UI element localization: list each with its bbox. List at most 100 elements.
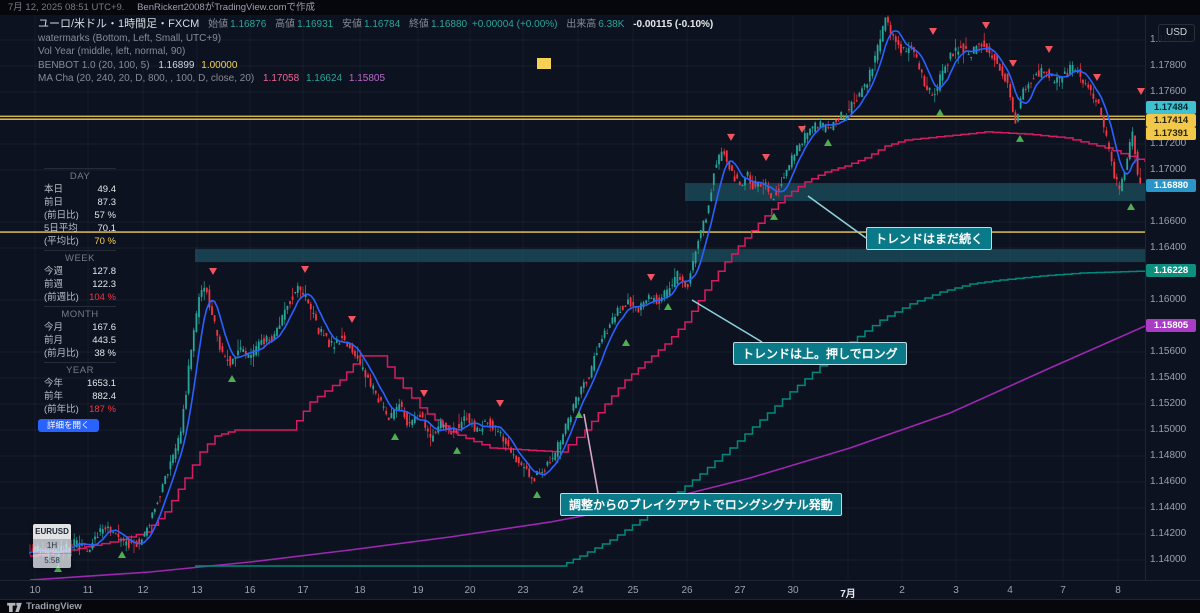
- time-axis-label: 2: [899, 585, 905, 596]
- sell-marker-icon: [348, 316, 356, 324]
- price-level-chip: 1.17414: [1146, 113, 1196, 127]
- price-axis-label: 1.16400: [1150, 242, 1187, 254]
- buy-marker-icon: [936, 108, 944, 116]
- annotation-callout[interactable]: 調整からのブレイクアウトでロングシグナル発動: [560, 493, 842, 516]
- sell-marker-icon: [1009, 59, 1017, 67]
- time-axis-label: 16: [244, 585, 256, 596]
- time-axis-label: 10: [29, 585, 41, 596]
- price-axis-label: 1.14800: [1150, 450, 1187, 462]
- stat-row: 前日 87.3: [44, 197, 116, 208]
- sell-marker-icon: [798, 126, 806, 133]
- currency-usd-button[interactable]: USD: [1158, 24, 1196, 42]
- stat-row: (前日比) 57 %: [44, 210, 116, 221]
- watermark-timeframe: 1H: [33, 539, 71, 553]
- stats-detail-button[interactable]: 詳細を開く: [38, 419, 99, 432]
- price-level-chip: 1.17391: [1146, 126, 1196, 140]
- time-axis-label: 25: [627, 585, 639, 596]
- stat-row: 5日平均 70.1: [44, 223, 116, 234]
- stat-row: (平均比) 70 %: [44, 236, 116, 247]
- low-value: 1.16784: [364, 19, 401, 30]
- price-axis-label: 1.15400: [1150, 372, 1187, 384]
- price-axis-border: [1145, 15, 1146, 580]
- stat-row: (前年比) 187 %: [44, 404, 116, 415]
- symbol-watermark: EURUSD 1H 5:58: [33, 524, 71, 568]
- volume-value: 6.38K: [598, 19, 625, 30]
- open-label: 始値: [208, 19, 229, 30]
- time-axis-label: 7: [1060, 585, 1066, 596]
- buy-marker-icon: [575, 411, 583, 419]
- sell-marker-icon: [1045, 46, 1053, 54]
- vol-year-indicator-row[interactable]: Vol Year (middle, left, normal, 90): [38, 46, 186, 57]
- time-axis-label: 26: [681, 585, 693, 596]
- benbot-value-1: 1.16899: [158, 59, 195, 71]
- price-level-chip: 1.17484: [1146, 100, 1196, 114]
- buy-marker-icon: [453, 446, 461, 454]
- stat-section-header: DAY: [44, 168, 116, 183]
- stat-section-header: MONTH: [44, 306, 116, 321]
- price-axis-label: 1.14400: [1150, 502, 1187, 514]
- stat-row: (前週比) 104 %: [44, 292, 116, 303]
- buy-marker-icon: [622, 339, 630, 347]
- price-axis-label: 1.17600: [1150, 86, 1187, 98]
- sell-marker-icon: [727, 133, 735, 141]
- price-axis-label: 1.15000: [1150, 424, 1187, 436]
- time-axis-label: 13: [191, 585, 203, 596]
- time-axis-label: 11: [82, 585, 94, 596]
- annotation-callout[interactable]: トレンドは上。押しでロング: [733, 342, 907, 365]
- open-value: 1.16876: [230, 19, 267, 30]
- time-axis-label: 20: [464, 585, 476, 596]
- time-axis-border: [0, 580, 1200, 581]
- ma-cha-value-3: 1.15805: [348, 73, 386, 84]
- sell-marker-icon: [420, 390, 428, 398]
- price-axis-label: 1.15600: [1150, 346, 1187, 358]
- snapshot-datetime: 7月 12, 2025 08:51 UTC+9.: [8, 2, 125, 13]
- price-axis-label: 1.16000: [1150, 294, 1187, 306]
- price-axis-label: 1.14600: [1150, 476, 1187, 488]
- sell-marker-icon: [209, 267, 217, 275]
- stat-row: 前週 122.3: [44, 279, 116, 290]
- buy-marker-icon: [1127, 203, 1135, 211]
- buy-marker-icon: [228, 375, 236, 383]
- buy-marker-icon: [1016, 134, 1024, 142]
- ma-cha-value-2: 1.16624: [305, 73, 343, 84]
- stat-section-header: WEEK: [44, 250, 116, 265]
- stat-row: 前年 882.4: [44, 391, 116, 402]
- close-label: 終値: [408, 19, 429, 30]
- watermarks-indicator-row[interactable]: watermarks (Bottom, Left, Small, UTC+9): [38, 32, 222, 44]
- price-level-chip: 1.16880: [1146, 179, 1196, 193]
- time-axis-label: 3: [953, 585, 959, 596]
- watermark-symbol: EURUSD: [33, 524, 71, 539]
- price-axis-label: 1.17000: [1150, 164, 1187, 176]
- stat-row: (前月比) 38 %: [44, 348, 116, 359]
- time-axis-label: 30: [787, 585, 799, 596]
- stat-row: 今月 167.6: [44, 322, 116, 333]
- symbol-title[interactable]: ユーロ/米ドル・1時間足・FXCM: [38, 18, 200, 30]
- buy-marker-icon: [770, 212, 778, 220]
- buy-marker-icon: [824, 138, 832, 146]
- flag-drawing: [537, 58, 551, 69]
- annotation-callout[interactable]: トレンドはまだ続く: [866, 227, 993, 250]
- time-axis-label: 7月: [840, 589, 856, 600]
- tradingview-logo-icon[interactable]: [7, 601, 22, 612]
- time-axis-label: 8: [1115, 585, 1121, 596]
- ma-cha-name: MA Cha (20, 240, 20, D, 800, , 100, D, c…: [38, 73, 255, 84]
- symbol-legend-row[interactable]: ユーロ/米ドル・1時間足・FXCM 始値 1.16876 高値 1.16931 安値…: [38, 18, 713, 32]
- buy-marker-icon: [664, 303, 672, 311]
- buy-marker-icon: [391, 433, 399, 441]
- price-level-chip: 1.16228: [1146, 263, 1196, 277]
- ma-cha-value-1: 1.17058: [263, 73, 300, 84]
- benbot-value-2: 1.00000: [201, 59, 238, 71]
- volume-label: 出来高: [566, 19, 597, 30]
- sell-marker-icon: [496, 400, 504, 408]
- price-axis-label: 1.14200: [1150, 528, 1187, 540]
- time-axis-label: 27: [734, 585, 746, 596]
- ma-cha-indicator-row[interactable]: MA Cha (20, 240, 20, D, 800, , 100, D, c…: [38, 73, 713, 86]
- tradingview-brand[interactable]: TradingView: [26, 601, 82, 612]
- time-axis-label: 4: [1007, 585, 1013, 596]
- sell-marker-icon: [762, 153, 770, 161]
- price-axis-label: 1.16600: [1150, 216, 1187, 228]
- buy-marker-icon: [118, 551, 126, 559]
- benbot-indicator-row[interactable]: BENBOT 1.0 (20, 100, 5) 1.16899 1.00000: [38, 60, 713, 73]
